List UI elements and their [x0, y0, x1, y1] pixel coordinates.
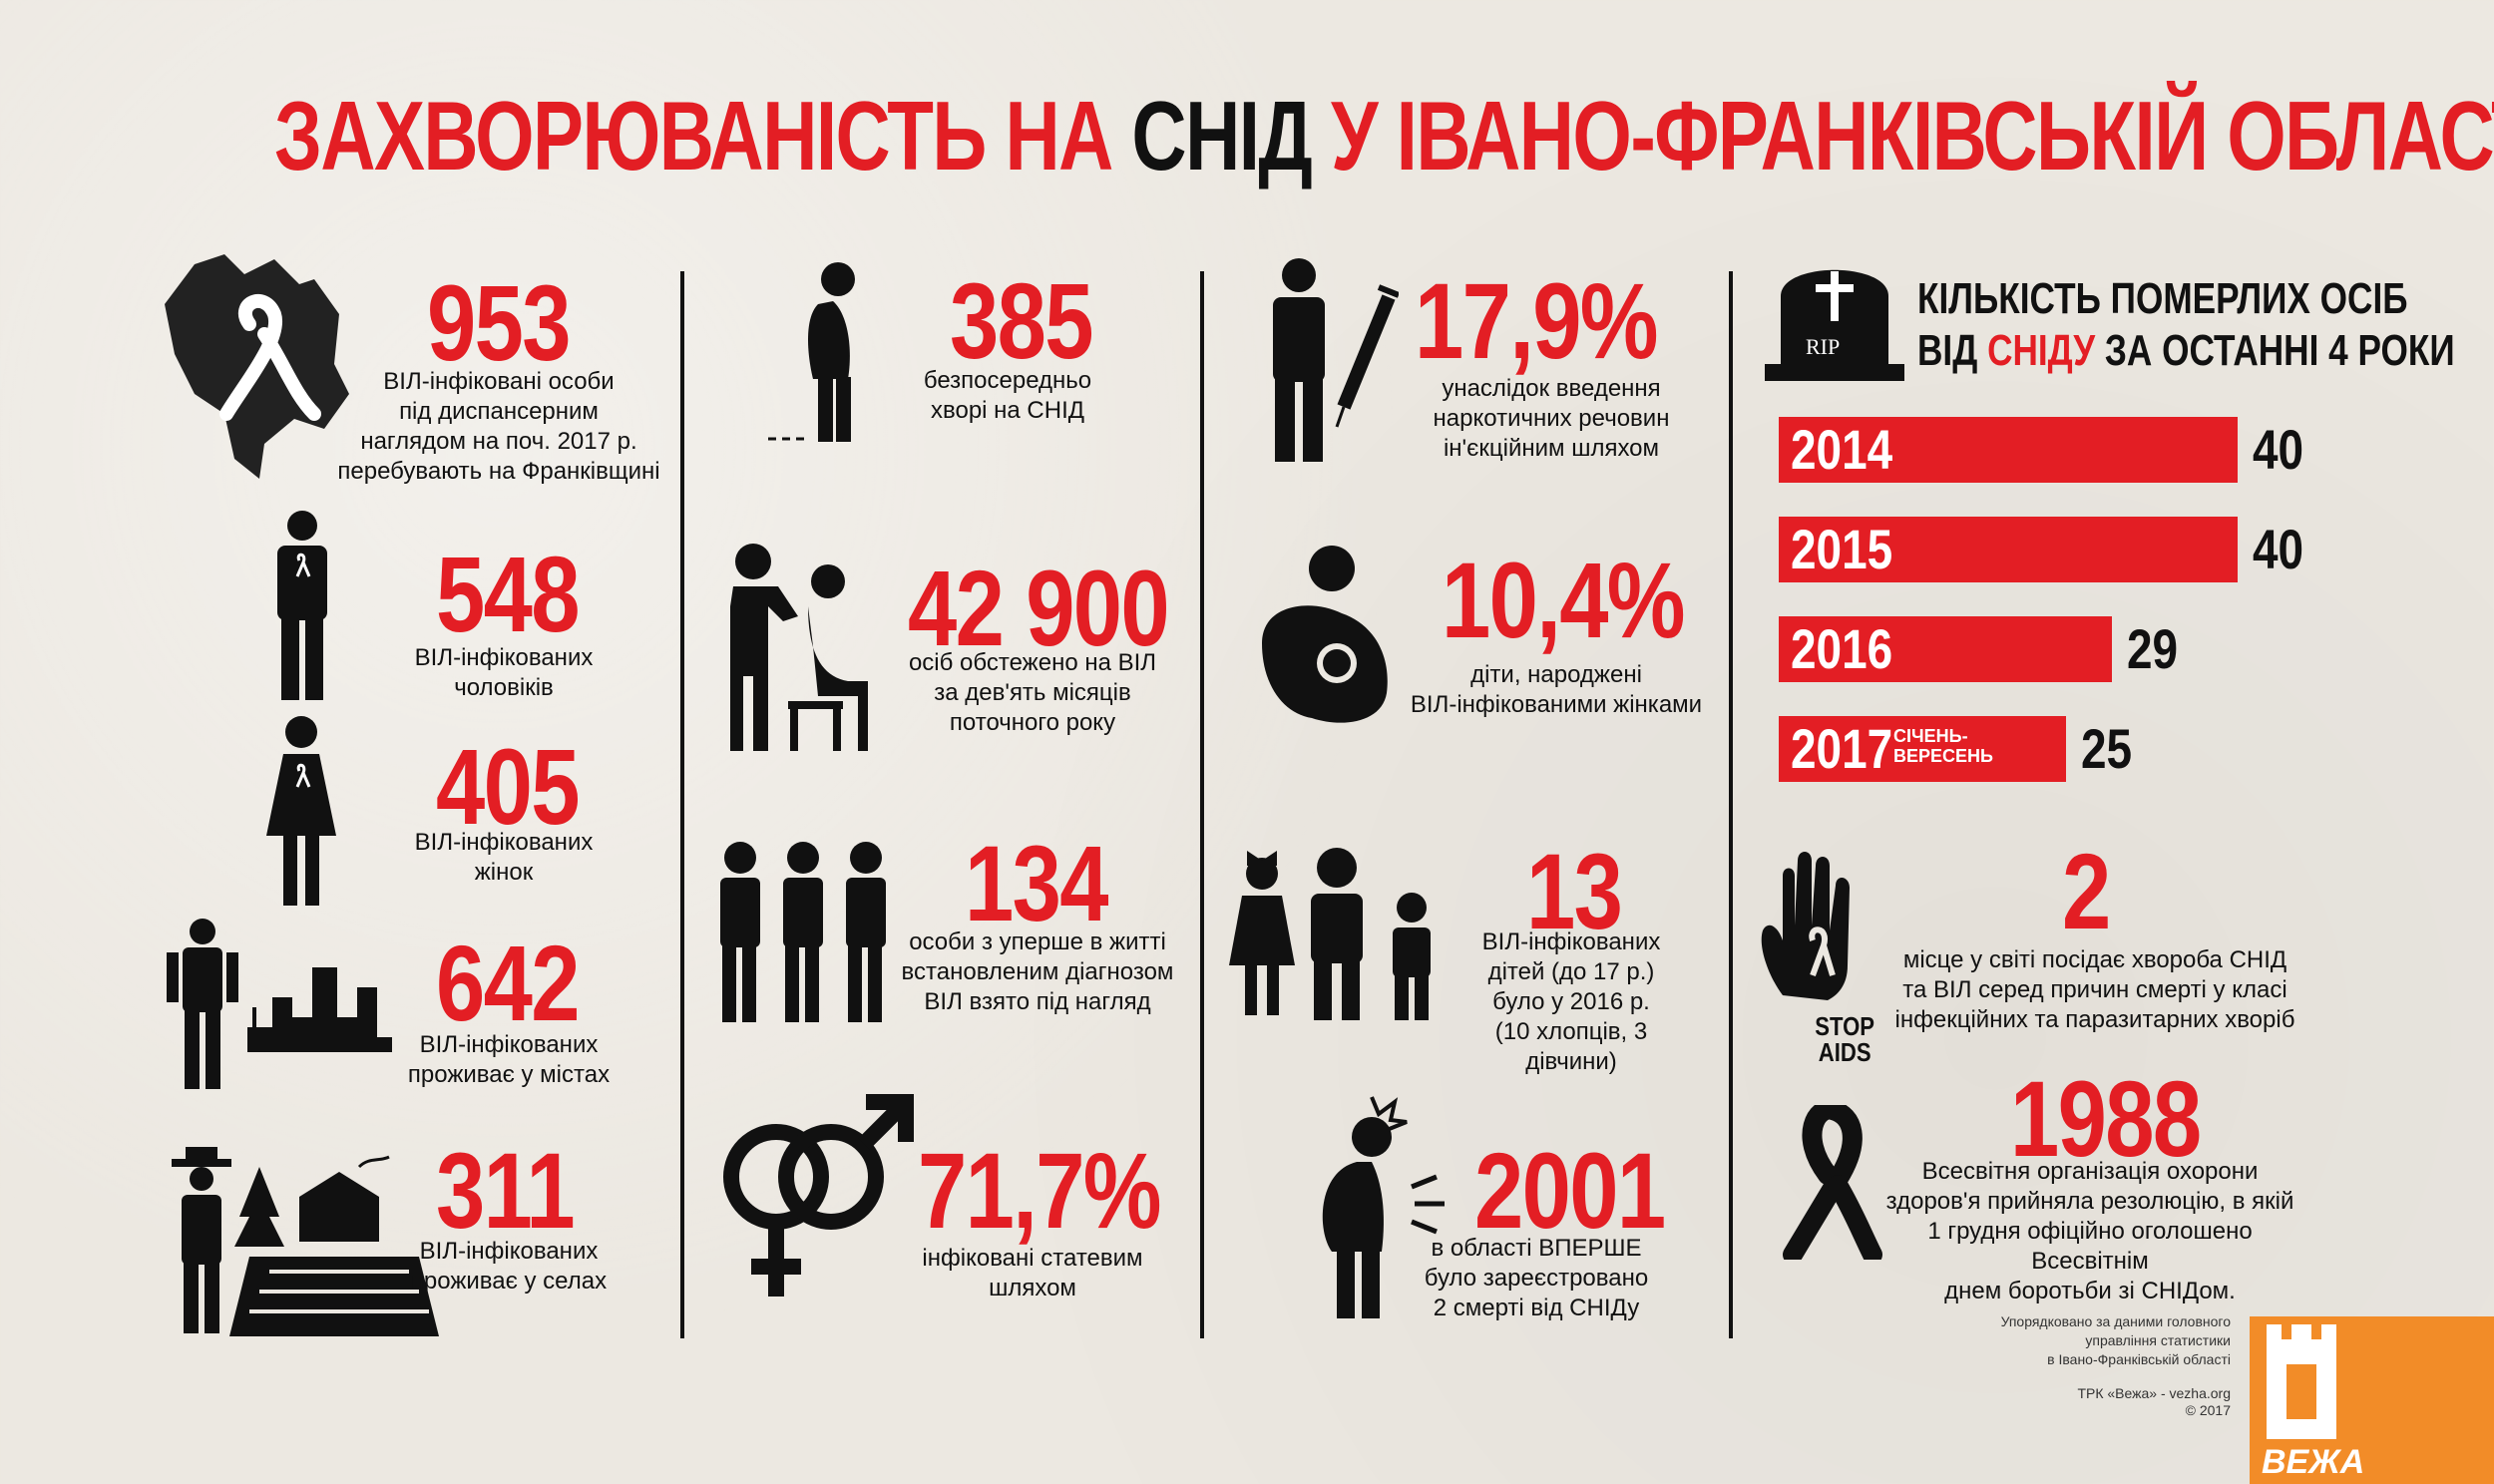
people-group-icon [708, 838, 898, 1027]
tombstone-label: RIP [1806, 334, 1841, 359]
source-note: Упорядковано за даними головного управлі… [2000, 1313, 2231, 1367]
logo-text: ВЕЖА [2262, 1443, 2365, 1481]
credit-note: ТРК «Вежа» - vezha.org © 2017 [2077, 1385, 2231, 1418]
deaths-title-a: ВІД [1917, 326, 1988, 375]
divider [1729, 271, 1733, 1338]
sick-person-icon [768, 259, 878, 444]
bar-label: 2016 [1791, 617, 1893, 680]
drug-injection-icon [1259, 257, 1399, 462]
title-part-3: У ІВАНО-ФРАНКІВСЬКІЙ ОБЛАСТІ [1311, 81, 2494, 190]
bar-sublabel: СІЧЕНЬ- ВЕРЕСЕНЬ [1893, 726, 1993, 766]
stat-text: діти, народжені ВІЛ-інфікованими жінками [1410, 661, 1703, 718]
bar-2014: 2014 [1779, 417, 2238, 483]
bar-value: 29 [2127, 617, 2179, 680]
stat-number: 548 [436, 534, 580, 654]
stat-number: 10,4% [1442, 540, 1686, 660]
stat-text: ВІЛ-інфікованих дітей (до 17 р.) було у … [1481, 928, 1661, 1075]
stat-text: інфіковані статевим шляхом [922, 1245, 1143, 1301]
gender-symbols-icon [716, 1087, 916, 1306]
stat-text: в області ВПЕРШЕ було зареєстровано 2 см… [1424, 1235, 1649, 1321]
city-man-icon [163, 918, 392, 1092]
stat-number: 13 [1526, 831, 1623, 951]
title-part-2: СНІД [1131, 81, 1312, 190]
stat-number: 405 [436, 726, 580, 847]
stat-number: 134 [965, 823, 1108, 943]
bar-2017: 2017 СІЧЕНЬ- ВЕРЕСЕНЬ [1779, 716, 2066, 782]
children-icon [1227, 846, 1452, 1020]
stat-number: 71,7% [918, 1130, 1162, 1251]
tombstone-icon: RIP [1761, 246, 1908, 381]
page-title: ЗАХВОРЮВАНІСТЬ НА СНІД У ІВАНО-ФРАНКІВСЬ… [274, 80, 2494, 192]
man-icon [267, 511, 337, 700]
bar-value: 40 [2253, 418, 2304, 481]
bar-2015: 2015 [1779, 517, 2238, 582]
bar-label: 2015 [1791, 518, 1893, 580]
stop-aids-hand-icon: STOP AIDS [1758, 846, 1885, 1065]
village-farmer-icon [160, 1147, 439, 1336]
mother-child-icon [1252, 544, 1402, 728]
bar-value: 25 [2081, 717, 2133, 780]
divider [680, 271, 684, 1338]
stat-number: 1988 [2010, 1058, 2202, 1179]
stat-text: ВІЛ-інфіковані особи під диспансерним на… [337, 368, 660, 485]
coughing-person-icon [1287, 1092, 1452, 1321]
stat-text: осіб обстежено на ВІЛ за дев'ять місяців… [908, 649, 1157, 736]
stat-number: 642 [436, 923, 580, 1043]
stat-number: 17,9% [1415, 260, 1659, 381]
bar-2016: 2016 [1779, 616, 2112, 682]
deaths-title-line-2: ВІД СНІДУ ЗА ОСТАННІ 4 РОКИ [1917, 325, 2455, 377]
deaths-title-c: ЗА ОСТАННІ 4 РОКИ [2095, 326, 2455, 375]
deaths-title-b: СНІДУ [1987, 326, 2096, 375]
vezha-logo: ВЕЖА [2250, 1316, 2494, 1484]
stat-text: Всесвітня організація охорони здоров'я п… [1885, 1158, 2294, 1304]
stat-number: 385 [950, 260, 1093, 381]
stat-number: 42 900 [908, 548, 1170, 668]
deaths-title: КІЛЬКІСТЬ ПОМЕРЛИХ ОСІБ ВІД СНІДУ ЗА ОСТ… [1917, 273, 2455, 377]
deaths-title-line-1: КІЛЬКІСТЬ ПОМЕРЛИХ ОСІБ [1917, 274, 2408, 323]
stat-text: ВІЛ-інфікованих чоловіків [414, 644, 594, 701]
stat-text: ВІЛ-інфікованих жінок [414, 829, 594, 886]
doctor-patient-icon [718, 537, 888, 756]
stop-aids-label: STOP AIDS [1815, 1011, 1875, 1067]
stat-number: 2001 [1474, 1130, 1666, 1251]
stat-number: 2 [2062, 831, 2111, 951]
bar-value: 40 [2253, 518, 2304, 580]
tower-icon [2267, 1324, 2336, 1439]
bar-label: 2014 [1791, 418, 1893, 481]
stat-text: ВІЛ-інфікованих проживає у містах [407, 1031, 611, 1088]
woman-icon [261, 716, 341, 906]
stat-text: унаслідок введення наркотичних речовин і… [1433, 375, 1670, 462]
stat-text: безпосередньо хворі на СНІД [923, 367, 1092, 424]
divider [1200, 271, 1204, 1338]
aids-ribbon-icon [1778, 1105, 1887, 1260]
stat-number: 953 [427, 262, 571, 383]
stat-text: ВІЛ-інфікованих проживає у селах [410, 1238, 608, 1295]
stat-number: 311 [436, 1130, 576, 1251]
stat-text: особи з уперше в житті встановленим діаг… [901, 928, 1174, 1015]
region-map-ribbon-icon [165, 244, 354, 484]
stat-text: місце у світі посідає хвороба СНІД та ВІ… [1894, 946, 2295, 1033]
bar-label: 2017 [1791, 717, 1893, 780]
title-part-1: ЗАХВОРЮВАНІСТЬ НА [274, 81, 1132, 190]
